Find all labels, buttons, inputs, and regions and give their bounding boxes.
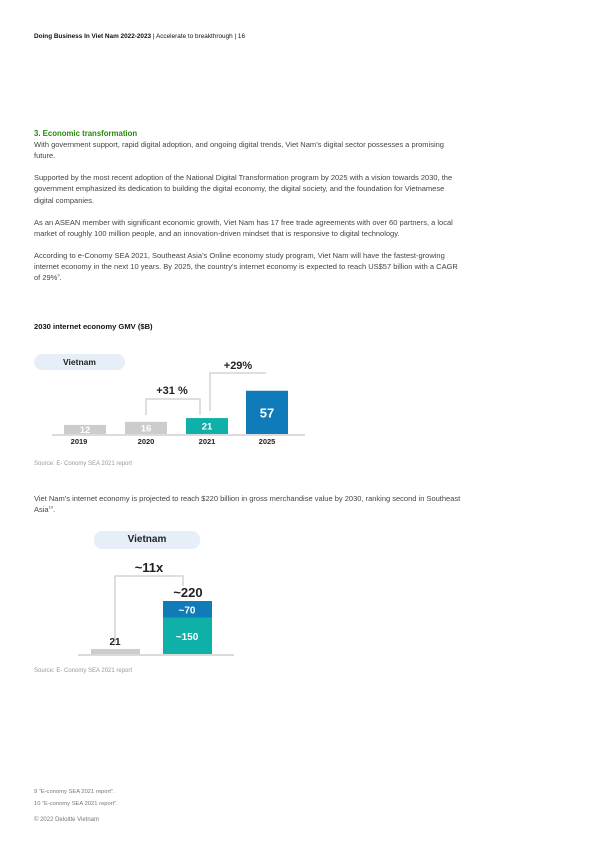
chart-1-annotation-29: +29% <box>224 360 253 372</box>
chart-2-label-150: ~150 <box>176 632 199 643</box>
chart-1-value-label-2025: 57 <box>260 405 274 420</box>
copyright: © 2022 Deloitte Vietnam <box>34 817 100 823</box>
header-page-number: 16 <box>237 33 246 40</box>
paragraph-3: As an ASEAN member with significant econ… <box>34 217 453 238</box>
chart-1-source: Source: E- Conomy SEA 2021 report <box>34 461 133 467</box>
footnote-ref-9: 9 <box>57 272 60 278</box>
paragraph-4: According to e-Conomy SEA 2021, Southeas… <box>34 250 458 283</box>
chart-2-label-70: ~70 <box>179 605 196 616</box>
chart-2-bracket <box>114 575 184 643</box>
chart-2-legend-label: Vietnam <box>127 534 167 545</box>
footnotes: 9 “E-conomy SEA 2021 report”. 10 “E-cono… <box>34 787 118 810</box>
chart-2-source: Source: E- Conomy SEA 2021 report <box>34 668 133 674</box>
chart-1-bar-2021 <box>186 418 228 434</box>
chart-1-tick-2025: 2025 <box>259 437 276 446</box>
chart-1-tick-2021: 2021 <box>199 437 216 446</box>
footnote-10: 10 “E-conomy SEA 2021 report”. <box>34 800 118 807</box>
economic-transformation-section: 3. Economic transformation With governme… <box>34 128 464 294</box>
chart-1-tick-2020: 2020 <box>138 437 155 446</box>
chart-1-legend-pill: Vietnam <box>34 354 125 370</box>
chart-1-bar-2019 <box>64 424 106 434</box>
chart-1-tick-2019: 2019 <box>71 437 88 446</box>
paragraph-5: Viet Nam’s internet economy is projected… <box>34 494 461 515</box>
header-separator: | <box>151 33 156 40</box>
chart-2-bar-a <box>91 648 140 654</box>
chart-2-bar-b-upper <box>163 601 212 618</box>
paragraph-5-text: Viet Nam’s internet economy is projected… <box>34 494 461 515</box>
paragraph-4-text: According to e-Conomy SEA 2021, Southeas… <box>34 250 458 283</box>
chart-1-value-label-2021: 21 <box>202 422 213 433</box>
chart-2-total-label: ~220 <box>173 585 202 600</box>
chart-1-bracket-29 <box>209 372 266 411</box>
chart-1-legend-label: Vietnam <box>63 357 96 367</box>
footnote-ref-10: 10 <box>48 504 54 510</box>
header-subtitle: Accelerate to breakthrough <box>155 33 233 40</box>
chart-1-bar-2025 <box>246 390 288 434</box>
footnote-9: 9 “E-conomy SEA 2021 report”. <box>34 789 115 795</box>
chart-1-bracket-31 <box>145 398 201 415</box>
chart-2-bar-b-lower <box>163 617 212 654</box>
section-heading: 3. Economic transformation <box>34 129 138 138</box>
paragraph-1: With government support, rapid digital a… <box>34 140 444 161</box>
header-doc-title: Doing Business In Viet Nam 2022-2023 <box>34 33 152 40</box>
paragraph-2: Supported by the most recent adoption of… <box>34 173 453 205</box>
header-separator-2: | <box>232 33 238 40</box>
chart-2-legend-pill: Vietnam <box>94 531 200 549</box>
page-header: Doing Business In Viet Nam 2022-2023 | A… <box>34 33 245 40</box>
chart-1-value-label-2019: 12 <box>80 425 91 436</box>
chart-1-title: 2030 internet economy GMV ($B) <box>34 322 153 331</box>
chart-1-bar-2020 <box>125 421 167 434</box>
chart-2-annotation-11x: ~11x <box>135 560 164 575</box>
chart-1-value-label-2020: 16 <box>141 423 152 434</box>
chart-1-annotation-31: +31 % <box>156 385 188 397</box>
